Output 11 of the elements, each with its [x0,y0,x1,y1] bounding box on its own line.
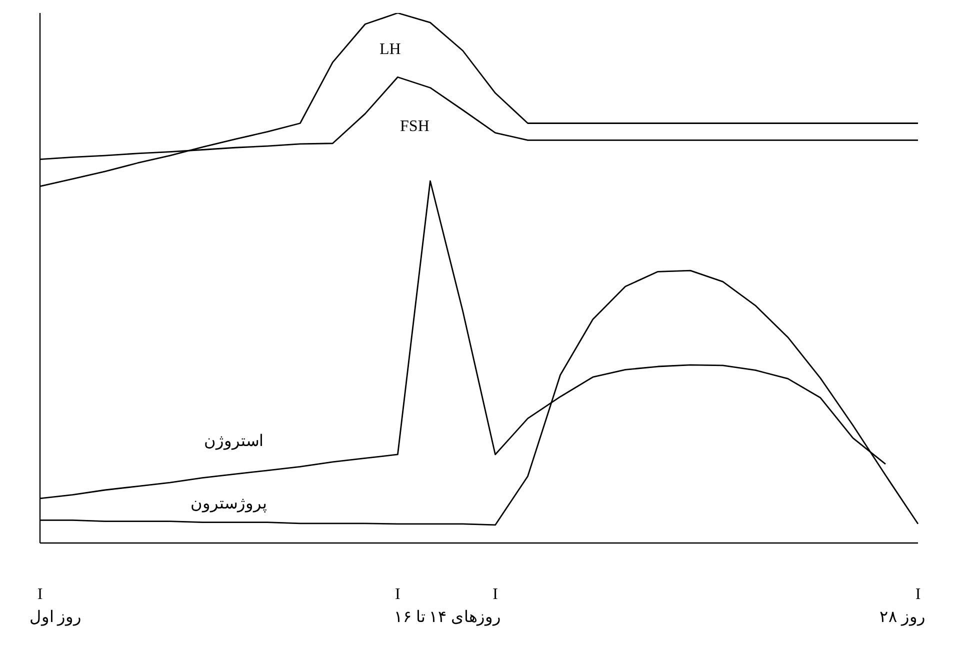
x-tick-label: I [37,586,43,603]
series-label: استروژن [204,432,264,450]
x-tick-label: I [395,586,400,603]
x-tick-label: I [915,586,921,603]
series-label: FSH [400,118,430,136]
text: روزهای ۱۴ تا ۱۶ [393,608,502,628]
text: روز ۲۸ [878,608,926,628]
series-label: پروژسترون [190,495,267,512]
text: روز اول [28,608,83,628]
x-tick-label: I [492,586,498,603]
series-label: LH [380,41,402,58]
